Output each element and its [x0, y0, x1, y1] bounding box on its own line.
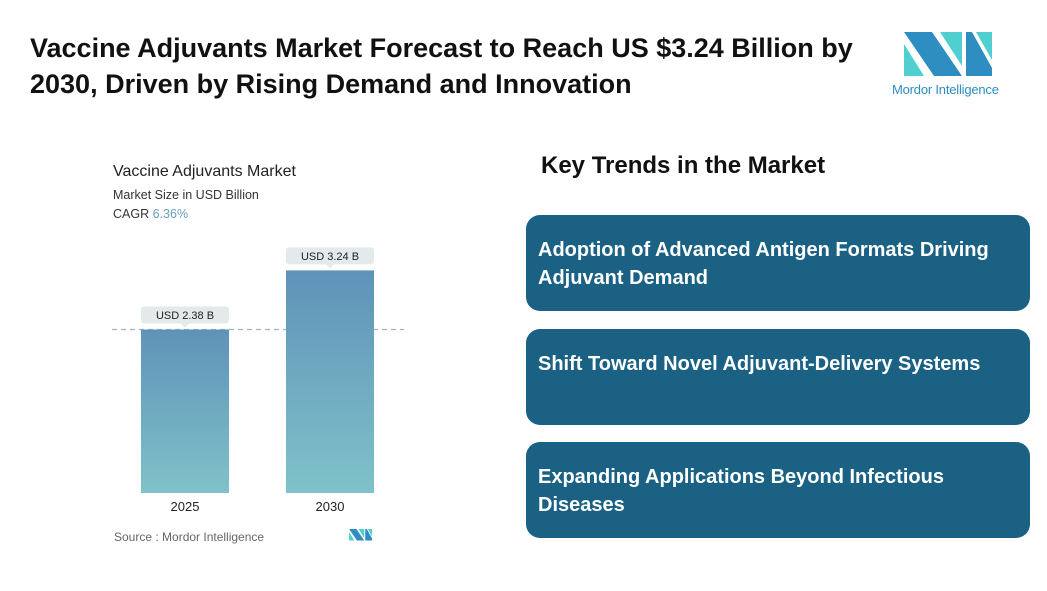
- data-label-pointer: [181, 323, 189, 328]
- trend-card: Expanding Applications Beyond Infectious…: [526, 442, 1030, 538]
- data-label-pointer: [326, 264, 334, 269]
- bar-2025: [141, 329, 229, 493]
- data-label-bg: [141, 306, 229, 324]
- data-label-bg: [286, 247, 374, 265]
- data-label: USD 2.38 B: [156, 310, 214, 322]
- trend-card: Shift Toward Novel Adjuvant-Delivery Sys…: [526, 329, 1030, 425]
- bar-2030: [286, 270, 374, 493]
- chart-subtitle: Market Size in USD Billion: [113, 188, 259, 202]
- data-label: USD 3.24 B: [301, 251, 359, 263]
- mordor-intelligence-logo: [904, 32, 992, 76]
- page-title: Vaccine Adjuvants Market Forecast to Rea…: [30, 33, 853, 99]
- cagr-value: 6.36%: [152, 207, 189, 221]
- cagr-label: CAGR: [113, 207, 150, 221]
- bar-chart: USD 2.38 B 2025 USD 3.24 B 2030: [112, 247, 404, 541]
- trend-card: Adoption of Advanced Antigen Formats Dri…: [526, 215, 1030, 311]
- cagr: CAGR 6.36%: [113, 207, 188, 221]
- x-tick-label: 2025: [171, 499, 200, 514]
- trends-title: Key Trends in the Market: [541, 152, 826, 179]
- logo-text: Mordor Intelligence: [892, 82, 999, 97]
- bar-chart-logo-icon: [349, 529, 372, 541]
- x-tick-label: 2030: [316, 499, 345, 514]
- chart-title: Vaccine Adjuvants Market: [113, 163, 296, 180]
- chart-source: Source : Mordor Intelligence: [114, 530, 265, 544]
